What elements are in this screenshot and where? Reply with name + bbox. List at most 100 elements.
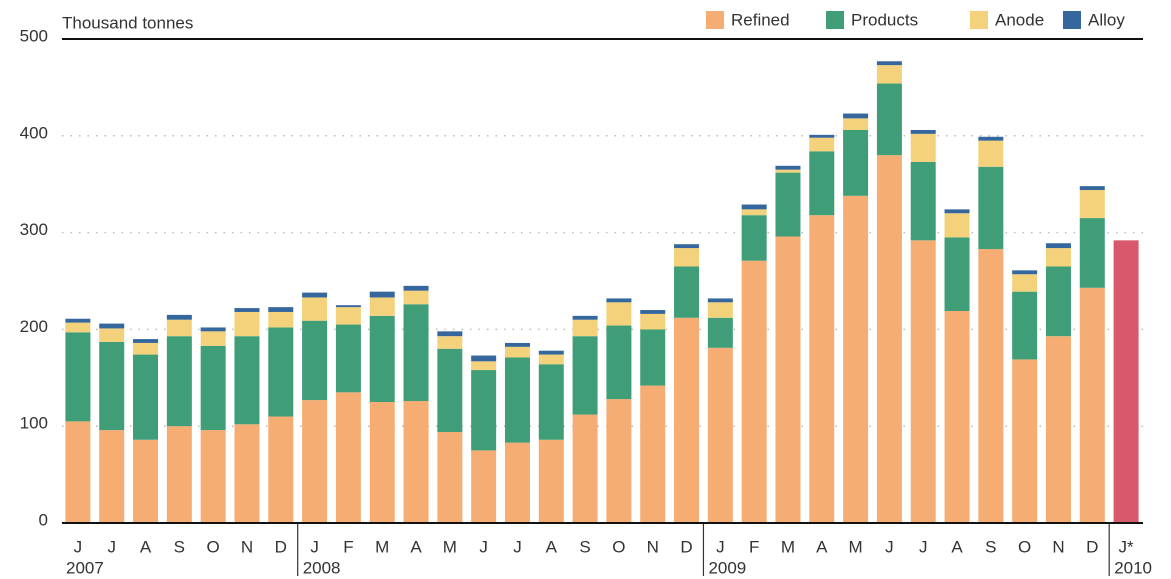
bar-segment	[809, 151, 835, 216]
bar-segment	[1045, 248, 1071, 267]
bar-segment	[65, 322, 91, 333]
bar-segment	[707, 317, 733, 348]
bar-segment	[403, 290, 429, 305]
bar-segment	[504, 442, 530, 523]
x-tick-label: A	[410, 537, 422, 556]
bar-segment	[640, 313, 666, 330]
bar-segment	[471, 370, 497, 451]
bar-segment	[538, 350, 564, 355]
x-tick-label: A	[140, 537, 152, 556]
bar-segment	[1012, 359, 1038, 523]
bar-segment	[234, 311, 260, 337]
bar-segment	[200, 345, 226, 431]
bar-segment	[166, 426, 192, 523]
bar-segment	[910, 129, 936, 134]
bar-segment	[572, 336, 598, 415]
bar-segment	[741, 260, 767, 523]
x-tick-label: M	[781, 537, 795, 556]
bar-segment	[572, 315, 598, 320]
bar-segment	[302, 320, 328, 401]
bar-segment	[978, 249, 1004, 523]
bar-segment	[944, 237, 970, 312]
bar-segment	[775, 236, 801, 524]
bar-segment	[978, 140, 1004, 167]
legend-swatch	[826, 11, 844, 29]
bar-segment	[1113, 240, 1139, 523]
bar-segment	[335, 307, 361, 325]
bar-segment	[876, 61, 902, 66]
bar-segment	[1012, 274, 1038, 292]
bar-segment	[640, 310, 666, 314]
bar-segment	[809, 134, 835, 138]
bar-segment	[707, 298, 733, 303]
x-tick-label: F	[343, 537, 353, 556]
bar-segment	[978, 136, 1004, 141]
x-tick-label: D	[680, 537, 692, 556]
bar-segment	[1045, 266, 1071, 337]
legend-label: Products	[851, 10, 918, 29]
x-tick-label: S	[174, 537, 185, 556]
bar-segment	[1012, 291, 1038, 360]
bar-segment	[538, 364, 564, 440]
bar-segment	[403, 401, 429, 523]
bar-segment	[538, 354, 564, 365]
bar-segment	[741, 204, 767, 210]
bar-segment	[471, 361, 497, 371]
bar-segment	[437, 432, 463, 523]
legend-label: Alloy	[1088, 10, 1125, 29]
x-tick-label: N	[241, 537, 253, 556]
bar-segment	[369, 291, 395, 298]
x-tick-label: N	[1052, 537, 1064, 556]
legend-label: Anode	[995, 10, 1044, 29]
bar-segment	[640, 329, 666, 386]
bar-segment	[369, 315, 395, 402]
bar-segment	[775, 172, 801, 237]
bar-segment	[99, 328, 125, 342]
x-group-label: 2010	[1114, 558, 1152, 577]
bar-segment	[65, 318, 91, 323]
bar-segment	[775, 165, 801, 170]
bar-segment	[133, 354, 159, 440]
bar-segment	[775, 169, 801, 173]
bar-segment	[133, 439, 159, 523]
x-tick-label: J	[885, 537, 894, 556]
y-tick-label: 500	[20, 26, 48, 45]
x-tick-label: J	[310, 537, 319, 556]
bar-segment	[741, 215, 767, 261]
bar-segment	[876, 155, 902, 523]
bar-segment	[166, 314, 192, 320]
bar-segment	[843, 118, 869, 130]
bar-segment	[99, 323, 125, 329]
bar-segment	[843, 113, 869, 119]
bar-segment	[65, 421, 91, 523]
bar-segment	[707, 347, 733, 523]
bar-segment	[674, 266, 700, 318]
bar-segment	[369, 402, 395, 523]
x-tick-label: D	[1086, 537, 1098, 556]
bar-segment	[335, 324, 361, 393]
bar-segment	[234, 424, 260, 523]
x-tick-label: N	[647, 537, 659, 556]
bar-segment	[606, 399, 632, 523]
bar-segment	[166, 319, 192, 337]
bar-segment	[1045, 243, 1071, 249]
bar-segment	[234, 308, 260, 312]
x-group-label: 2007	[66, 558, 104, 577]
legend-swatch	[970, 11, 988, 29]
bar-segment	[302, 400, 328, 523]
bar-segment	[335, 305, 361, 308]
bar-segment	[944, 209, 970, 214]
bar-segment	[437, 348, 463, 433]
bar-segment	[200, 327, 226, 332]
x-tick-label: A	[951, 537, 963, 556]
bar-segment	[268, 327, 294, 417]
bar-segment	[944, 213, 970, 238]
bar-segment	[268, 416, 294, 523]
bar-segment	[843, 195, 869, 524]
legend-swatch	[706, 11, 724, 29]
bar-segment	[538, 439, 564, 523]
bar-segment	[606, 302, 632, 326]
bar-segment	[606, 325, 632, 400]
bar-segment	[65, 332, 91, 422]
